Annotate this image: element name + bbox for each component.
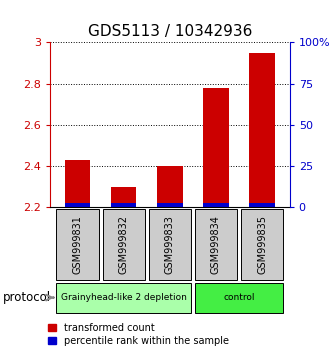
Bar <box>111 203 137 207</box>
Text: GSM999833: GSM999833 <box>165 215 175 274</box>
Text: GSM999834: GSM999834 <box>211 215 221 274</box>
FancyBboxPatch shape <box>241 209 283 280</box>
Bar <box>203 88 229 207</box>
Bar <box>111 187 137 207</box>
FancyBboxPatch shape <box>56 209 99 280</box>
Text: GSM999832: GSM999832 <box>119 215 129 274</box>
Legend: transformed count, percentile rank within the sample: transformed count, percentile rank withi… <box>48 323 229 346</box>
Bar <box>65 160 90 207</box>
Bar <box>65 203 90 207</box>
Text: GSM999831: GSM999831 <box>73 215 83 274</box>
Text: GSM999835: GSM999835 <box>257 215 267 274</box>
FancyBboxPatch shape <box>149 209 191 280</box>
Bar <box>157 203 182 207</box>
FancyBboxPatch shape <box>195 283 283 313</box>
Bar <box>249 53 275 207</box>
FancyBboxPatch shape <box>195 209 237 280</box>
Bar <box>203 203 229 207</box>
FancyBboxPatch shape <box>56 283 191 313</box>
FancyBboxPatch shape <box>103 209 145 280</box>
Text: protocol: protocol <box>3 291 51 304</box>
Text: control: control <box>223 293 255 302</box>
Bar <box>249 203 275 207</box>
Title: GDS5113 / 10342936: GDS5113 / 10342936 <box>88 23 252 39</box>
Bar <box>157 166 182 207</box>
Text: Grainyhead-like 2 depletion: Grainyhead-like 2 depletion <box>61 293 187 302</box>
